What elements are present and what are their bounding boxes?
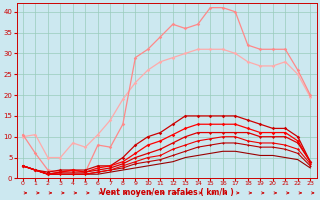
X-axis label: Vent moyen/en rafales ( km/h ): Vent moyen/en rafales ( km/h ) bbox=[100, 188, 234, 197]
